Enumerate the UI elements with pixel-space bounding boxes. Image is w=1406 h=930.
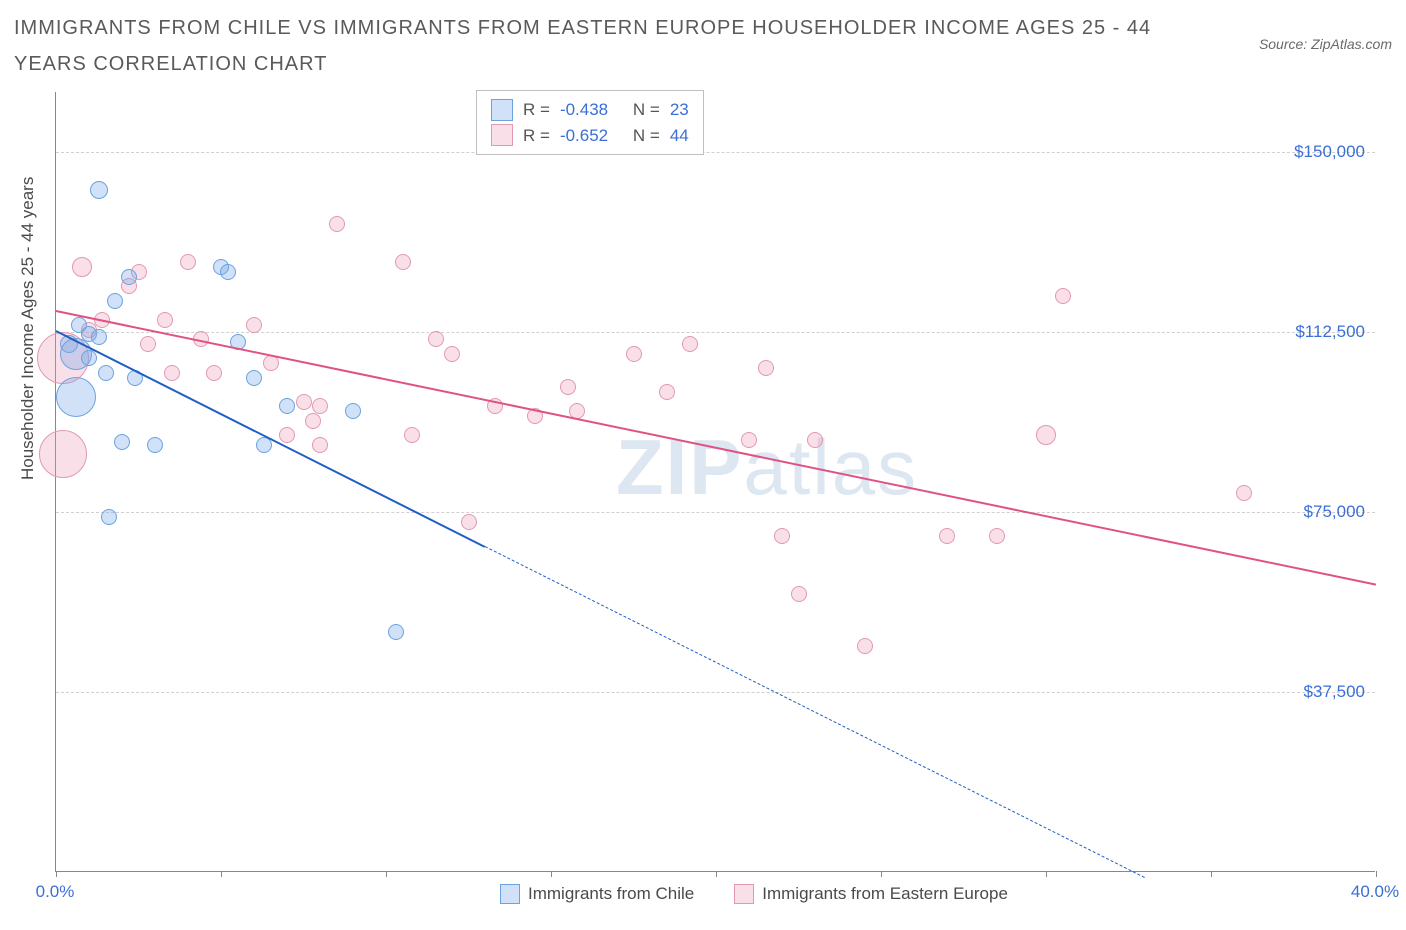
point-eastern-europe	[312, 437, 328, 453]
point-chile	[81, 350, 97, 366]
point-eastern-europe	[395, 254, 411, 270]
point-chile	[90, 181, 108, 199]
point-chile	[345, 403, 361, 419]
source-label: Source: ZipAtlas.com	[1259, 36, 1392, 52]
x-tick-mark	[56, 871, 57, 877]
x-tick-mark	[716, 871, 717, 877]
point-eastern-europe	[404, 427, 420, 443]
point-eastern-europe	[296, 394, 312, 410]
point-eastern-europe	[39, 430, 87, 478]
point-chile	[246, 370, 262, 386]
point-eastern-europe	[989, 528, 1005, 544]
x-tick-mark	[1046, 871, 1047, 877]
x-tick-mark	[1211, 871, 1212, 877]
point-eastern-europe	[279, 427, 295, 443]
x-tick-label: 0.0%	[36, 882, 75, 902]
point-eastern-europe	[305, 413, 321, 429]
point-eastern-europe	[164, 365, 180, 381]
point-eastern-europe	[329, 216, 345, 232]
point-chile	[101, 509, 117, 525]
point-eastern-europe	[180, 254, 196, 270]
point-eastern-europe	[140, 336, 156, 352]
x-tick-mark	[1376, 871, 1377, 877]
point-chile	[91, 329, 107, 345]
trendline-eastern-europe	[56, 310, 1376, 586]
x-tick-mark	[221, 871, 222, 877]
plot-area: ZIPatlas R = -0.438 N = 23 R = -0.652 N …	[55, 92, 1375, 872]
point-chile	[121, 269, 137, 285]
point-eastern-europe	[741, 432, 757, 448]
point-eastern-europe	[72, 257, 92, 277]
point-chile	[114, 434, 130, 450]
y-tick-label: $112,500	[1295, 322, 1365, 342]
point-chile	[279, 398, 295, 414]
point-eastern-europe	[246, 317, 262, 333]
point-eastern-europe	[791, 586, 807, 602]
x-tick-mark	[551, 871, 552, 877]
gridline	[56, 512, 1375, 513]
stats-row-a: R = -0.438 N = 23	[491, 97, 689, 123]
y-tick-label: $75,000	[1304, 502, 1365, 522]
gridline	[56, 152, 1375, 153]
point-eastern-europe	[1036, 425, 1056, 445]
point-eastern-europe	[774, 528, 790, 544]
point-eastern-europe	[682, 336, 698, 352]
chart-title: IMMIGRANTS FROM CHILE VS IMMIGRANTS FROM…	[14, 10, 1164, 82]
point-eastern-europe	[444, 346, 460, 362]
point-chile	[147, 437, 163, 453]
point-eastern-europe	[560, 379, 576, 395]
point-eastern-europe	[206, 365, 222, 381]
point-eastern-europe	[312, 398, 328, 414]
point-chile	[388, 624, 404, 640]
gridline	[56, 692, 1375, 693]
point-eastern-europe	[659, 384, 675, 400]
swatch-chile	[500, 884, 520, 904]
y-tick-label: $150,000	[1294, 142, 1365, 162]
swatch-eastern-europe	[734, 884, 754, 904]
trendline-chile-extrapolated	[485, 546, 1145, 878]
point-eastern-europe	[461, 514, 477, 530]
point-eastern-europe	[428, 331, 444, 347]
point-chile	[107, 293, 123, 309]
legend-label: Immigrants from Chile	[528, 884, 694, 904]
point-eastern-europe	[626, 346, 642, 362]
point-chile	[98, 365, 114, 381]
point-eastern-europe	[807, 432, 823, 448]
swatch-chile	[491, 99, 513, 121]
point-eastern-europe	[939, 528, 955, 544]
point-chile	[220, 264, 236, 280]
header: IMMIGRANTS FROM CHILE VS IMMIGRANTS FROM…	[14, 10, 1392, 82]
x-tick-mark	[386, 871, 387, 877]
point-eastern-europe	[1236, 485, 1252, 501]
point-chile	[56, 377, 96, 417]
x-tick-label: 40.0%	[1351, 882, 1399, 902]
x-tick-mark	[881, 871, 882, 877]
y-axis-title: Householder Income Ages 25 - 44 years	[18, 177, 38, 480]
point-eastern-europe	[857, 638, 873, 654]
legend-item-eastern-europe: Immigrants from Eastern Europe	[734, 884, 1008, 904]
y-tick-label: $37,500	[1304, 682, 1365, 702]
point-eastern-europe	[1055, 288, 1071, 304]
stats-row-b: R = -0.652 N = 44	[491, 123, 689, 149]
stats-legend-box: R = -0.438 N = 23 R = -0.652 N = 44	[476, 90, 704, 155]
legend-item-chile: Immigrants from Chile	[500, 884, 694, 904]
legend-label: Immigrants from Eastern Europe	[762, 884, 1008, 904]
bottom-legend: Immigrants from Chile Immigrants from Ea…	[500, 884, 1008, 904]
swatch-eastern-europe	[491, 124, 513, 146]
point-eastern-europe	[157, 312, 173, 328]
point-eastern-europe	[758, 360, 774, 376]
